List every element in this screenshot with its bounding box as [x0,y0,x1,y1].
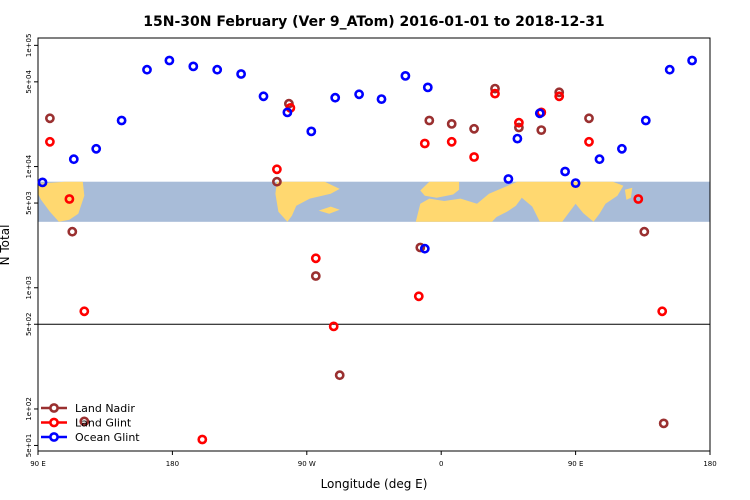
ocean-glint-point [534,108,545,119]
land-glint-point [514,117,524,128]
landmass [415,181,624,222]
y-tick-label: 5e+03 [25,191,33,215]
plot-frame [37,37,711,452]
y-axis-label: N Total [0,225,12,266]
x-tick-label: 180 [166,460,179,468]
ocean-glint-point [330,92,341,103]
ocean-glint-point [188,61,199,72]
land-glint-point [328,321,339,332]
ocean-glint-point [376,94,387,104]
land-glint-point [79,306,90,317]
ocean-glint-point [164,55,175,66]
land-glint-point [490,88,500,99]
land-nadir-point [554,87,565,98]
land-nadir-point [514,122,524,133]
ocean-glint-point [617,143,627,154]
y-tick-label: 1e+02 [25,397,33,421]
ocean-glint-point [503,174,514,184]
land-nadir-point [584,113,594,124]
land-glint-point [310,253,321,264]
data-points [37,55,697,445]
land-glint-point [64,194,75,204]
land-glint-point [413,291,424,302]
land-glint-point [584,136,594,147]
land-nadir-point [469,123,479,134]
y-tick-label: 1e+05 [25,34,33,58]
land-nadir-point [310,271,321,281]
land-nadir-point [446,119,457,129]
land-glint-point [419,138,430,149]
ocean-glint-point [560,166,570,177]
ocean-glint-point [570,178,581,188]
y-tick-label: 5e+02 [25,312,33,336]
ocean-glint-point [687,55,697,66]
ocean-glint-point [594,154,605,165]
land-nadir-point [79,416,90,427]
land-nadir-point [658,418,669,429]
ocean-glint-point [512,133,523,144]
x-tick-label: 90 E [30,460,46,468]
ocean-glint-legend-label: Ocean Glint [75,431,140,444]
land-nadir-legend-marker [49,403,59,413]
x-tick-label: 90 E [568,460,584,468]
landmass [420,181,460,198]
land-glint-point [271,164,282,175]
y-tick-label: 1e+04 [25,154,33,178]
landmass [275,181,340,222]
land-nadir-point [45,113,55,124]
land-nadir-point [536,125,547,136]
ocean-glint-point [640,115,651,126]
landmass [318,206,340,214]
landmass [38,181,85,222]
y-tick-label: 1e+03 [25,276,33,300]
land-nadir-point [424,115,435,126]
land-nadir-point [334,370,345,381]
land-glint-point [469,152,479,162]
land-nadir-point [271,176,282,187]
land-glint-point [633,194,644,204]
ocean-glint-point [68,154,79,165]
landmass [493,190,516,204]
x-tick-label: 90 W [298,460,316,468]
x-axis-label: Longitude (deg E) [321,477,428,491]
chart-title: 15N-30N February (Ver 9_ATom) 2016-01-01… [143,14,604,30]
ocean-glint-point [306,126,317,137]
ocean-glint-point [354,89,364,100]
land-nadir-legend-label: Land Nadir [75,402,135,415]
land-nadir-point [639,226,650,237]
y-tick-label: 5e+01 [25,434,33,458]
land-glint-point [446,136,457,147]
world-map-band [38,181,710,222]
land-glint-legend-label: Land Glint [75,417,132,430]
ocean-glint-point [236,69,246,79]
land-nadir-point [490,83,500,94]
land-nadir-point [415,242,426,253]
x-tick-label: 180 [703,460,716,468]
land-glint-point [657,306,668,317]
y-tick-label: 5e+04 [25,70,33,94]
ocean-glint-point [419,243,430,254]
ocean-glint-point [422,82,433,93]
land-glint-point [554,91,565,102]
ocean-glint-point [212,64,223,75]
ocean-glint-point [142,64,152,75]
ocean-glint-point [258,91,269,102]
landmass [624,187,633,200]
land-glint-point [45,136,55,147]
ocean-glint-point [37,177,48,188]
x-axis: 90 E 180 90 W 0 90 E 180 [30,451,717,468]
land-nadir-point [67,226,78,237]
ocean-glint-point [91,143,102,154]
y-axis: 5e+01 1e+02 5e+02 1e+03 5e+03 1e+04 5e+04 1e+05 [25,34,38,458]
x-tick-label: 0 [439,460,443,468]
ocean-glint-point [282,107,293,118]
ocean-glint-point [400,71,411,81]
land-glint-legend-marker [49,417,59,428]
ocean-glint-legend-marker [49,432,59,442]
ocean-glint-point [664,64,675,75]
land-glint-point [197,434,208,445]
ocean-glint-point [116,115,127,126]
